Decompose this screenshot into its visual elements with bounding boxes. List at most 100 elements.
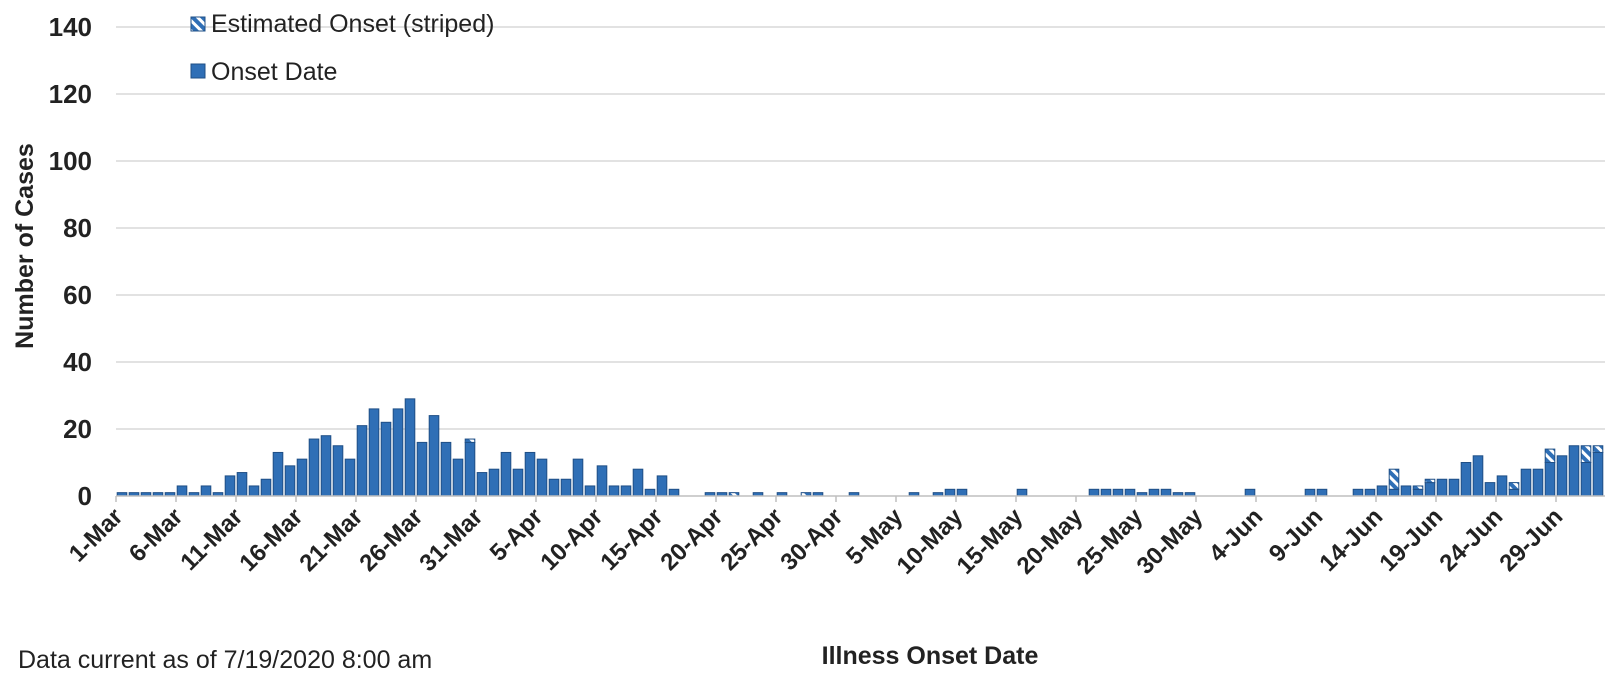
bar-onset [284, 465, 296, 497]
bar-onset [1124, 488, 1136, 497]
bar-onset [1448, 478, 1460, 497]
x-tick-label: 31-Mar [414, 503, 488, 577]
x-tick-label: 29-Jun [1494, 503, 1568, 577]
x-axis-ticks: 1-Mar6-Mar11-Mar16-Mar21-Mar26-Mar31-Mar… [64, 496, 1605, 580]
bar-onset [608, 485, 620, 497]
bar-onset [416, 441, 428, 497]
x-tick-label: 24-Jun [1434, 503, 1508, 577]
bar-onset [1460, 462, 1472, 497]
legend-label-onset: Onset Date [211, 58, 337, 86]
bar-onset [1436, 478, 1448, 497]
bar-onset [368, 408, 380, 497]
legend-label-estimated: Estimated Onset (striped) [211, 10, 494, 38]
bar-onset [1148, 488, 1160, 497]
bar-onset [944, 488, 956, 497]
bar-onset [956, 488, 968, 497]
bar-onset [1400, 485, 1412, 497]
bar-onset [1316, 488, 1328, 497]
bar-estimated [1580, 445, 1592, 463]
bar-onset [176, 485, 188, 497]
bar-onset [1160, 488, 1172, 497]
bar-onset [1484, 482, 1496, 497]
bar-onset [1376, 485, 1388, 497]
bar-onset [1520, 468, 1532, 497]
x-tick-label: 25-May [1072, 503, 1149, 580]
x-tick-label: 4 [1600, 503, 1605, 532]
y-axis-ticks: 0 20 40 60 80 100 120 140 [49, 12, 92, 511]
bar-onset [1244, 488, 1256, 497]
bar-onset [1352, 488, 1364, 497]
bar-onset [1508, 488, 1520, 497]
bar-onset [584, 485, 596, 497]
bar-onset [1016, 488, 1028, 497]
x-tick-label: 25-Apr [715, 503, 788, 576]
bar-onset [344, 458, 356, 497]
bar-onset [452, 458, 464, 497]
y-tick-label: 140 [49, 12, 92, 42]
bar-onset [1088, 488, 1100, 497]
legend-swatch-estimated [190, 16, 206, 32]
bar-onset [1112, 488, 1124, 497]
bar-onset [1472, 455, 1484, 497]
bar-onset [572, 458, 584, 497]
x-tick-label: 30-May [1132, 503, 1209, 580]
x-tick-label: 4-Jun [1204, 503, 1268, 567]
bar-onset [668, 488, 680, 497]
bar-onset [1364, 488, 1376, 497]
bar-onset [1532, 468, 1544, 497]
y-tick-label: 40 [63, 347, 92, 377]
bar-onset [224, 475, 236, 497]
bar-onset [260, 478, 272, 497]
bar-onset [296, 458, 308, 497]
bar-onset [524, 451, 536, 497]
bar-onset [320, 435, 332, 497]
y-tick-label: 0 [78, 481, 92, 511]
bar-onset [200, 485, 212, 497]
bar-onset [560, 478, 572, 497]
x-tick-label: 16-Mar [234, 503, 308, 577]
x-tick-label: 26-Mar [354, 503, 428, 577]
bar-onset [536, 458, 548, 497]
bar-onset [1580, 462, 1592, 497]
bar-onset [308, 438, 320, 497]
x-axis-title: Illness Onset Date [822, 642, 1039, 670]
y-tick-label: 80 [63, 213, 92, 243]
bar-onset [632, 468, 644, 497]
bar-onset [1496, 475, 1508, 497]
legend: Estimated Onset (striped) Onset Date [190, 10, 494, 86]
bar-onset [440, 441, 452, 497]
bar-onset [644, 488, 656, 497]
x-tick-label: 20-May [1012, 503, 1089, 580]
x-tick-label: 21-Mar [294, 503, 368, 577]
x-tick-label: 1-Mar [64, 503, 128, 567]
bar-onset [1544, 462, 1556, 497]
x-tick-label: 19-Jun [1374, 503, 1448, 577]
bar-onset [596, 465, 608, 497]
x-tick-label: 15-Apr [595, 503, 668, 576]
bar-onset [1304, 488, 1316, 497]
bar-onset [404, 398, 416, 497]
legend-swatch-onset [190, 63, 206, 79]
bar-onset [1556, 455, 1568, 497]
bar-estimated [1544, 448, 1556, 464]
x-tick-label: 11-Mar [175, 503, 248, 576]
bar-onset [356, 425, 368, 497]
bar-onset [464, 441, 476, 497]
bar-onset [1568, 445, 1580, 497]
bar-estimated [464, 438, 476, 443]
bar-estimated [1424, 478, 1436, 484]
x-tick-label: 10-May [892, 503, 969, 580]
bar-onset [392, 408, 404, 497]
footnote: Data current as of 7/19/2020 8:00 am [18, 646, 432, 674]
y-tick-label: 100 [49, 146, 92, 176]
gridlines [116, 26, 1605, 430]
bar-onset [236, 472, 248, 497]
x-tick-label: 20-Apr [655, 503, 728, 576]
bar-onset [332, 445, 344, 497]
bars [116, 398, 1604, 497]
bar-onset [1388, 488, 1400, 497]
bar-estimated [1412, 485, 1424, 490]
bar-onset [1592, 451, 1604, 497]
bar-onset [476, 472, 488, 497]
